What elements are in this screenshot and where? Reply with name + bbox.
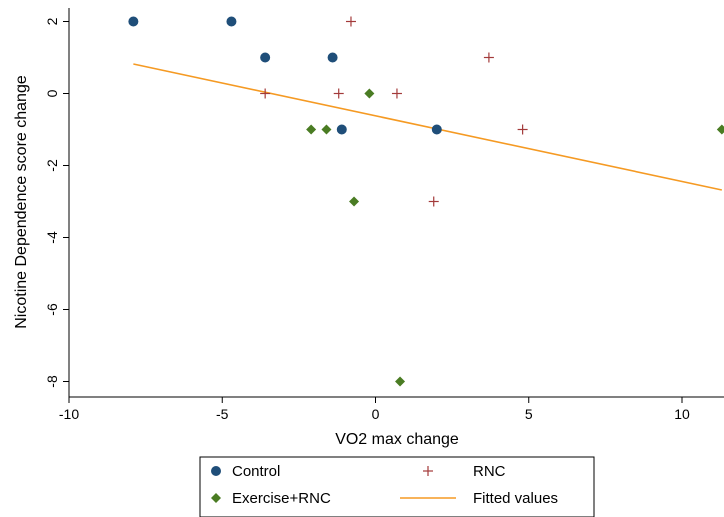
x-tick-label: 10 xyxy=(674,406,690,422)
legend-label-rnc: RNC xyxy=(473,463,506,480)
y-tick-label: 2 xyxy=(44,17,60,25)
y-tick-label: 0 xyxy=(44,89,60,97)
point-exercise-rnc xyxy=(395,376,406,387)
legend-label-exercise-rnc: Exercise+RNC xyxy=(232,490,331,507)
x-tick-label: -5 xyxy=(216,406,229,422)
point-exercise-rnc xyxy=(716,124,724,135)
point-control xyxy=(226,16,237,27)
legend-label-fitted-values: Fitted values xyxy=(473,490,558,507)
x-axis-label: VO2 max change xyxy=(335,431,459,448)
legend-marker-rnc xyxy=(423,466,433,476)
point-control xyxy=(327,52,338,63)
point-control xyxy=(128,16,139,27)
point-exercise-rnc xyxy=(364,88,375,99)
y-tick-label: -2 xyxy=(44,159,60,172)
legend-box xyxy=(199,456,595,517)
point-rnc xyxy=(517,124,528,135)
point-rnc xyxy=(345,16,356,27)
y-axis-label: Nicotine Dependence score change xyxy=(13,75,30,329)
legend-marker-exercise-rnc xyxy=(211,493,221,503)
x-tick-label: 0 xyxy=(372,406,380,422)
y-tick-label: -4 xyxy=(44,231,60,244)
x-tick-label: 5 xyxy=(525,406,533,422)
legend-marker-control xyxy=(211,466,221,476)
point-exercise-rnc xyxy=(349,196,360,207)
x-tick-label: -10 xyxy=(59,406,79,422)
point-rnc xyxy=(391,88,402,99)
y-tick-label: -8 xyxy=(44,375,60,388)
axes: -10 -5 0 5 10 2 0 -2 -4 -6 -8 xyxy=(44,8,724,422)
legend-label-control: Control xyxy=(232,463,280,480)
point-exercise-rnc xyxy=(321,124,332,135)
data-points xyxy=(128,16,724,387)
point-rnc xyxy=(333,88,344,99)
fitted-values-line xyxy=(133,63,723,191)
point-control xyxy=(260,52,271,63)
point-exercise-rnc xyxy=(306,124,317,135)
point-control xyxy=(431,124,442,135)
point-rnc xyxy=(428,196,439,207)
y-tick-label: -6 xyxy=(44,303,60,316)
fitted-line-group xyxy=(133,63,723,191)
legend: Control RNC Exercise+RNC Fitted values xyxy=(199,456,595,517)
point-rnc xyxy=(483,52,494,63)
point-rnc xyxy=(260,88,271,99)
point-control xyxy=(336,124,347,135)
